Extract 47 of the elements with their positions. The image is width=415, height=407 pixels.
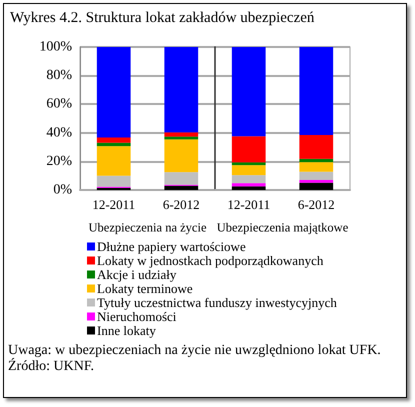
text: Źródło: UKNF. (8, 359, 95, 375)
bar (164, 47, 198, 132)
legend-label: Tytuły uczestnictwa funduszy inwestycyjnych (97, 295, 338, 310)
bar (164, 136, 198, 140)
bar (164, 172, 198, 185)
bar (299, 47, 334, 135)
legend-label: Dłużne papiery wartościowe (97, 239, 246, 254)
y-tick-label: 0% (53, 182, 72, 198)
bar (96, 176, 131, 187)
x-axis-title: Ubezpieczenia na życie (88, 220, 207, 234)
bar (96, 146, 131, 176)
bar (299, 172, 334, 180)
bar (164, 139, 198, 172)
bar (164, 132, 198, 137)
bar (232, 165, 266, 176)
y-tick-label: 40% (46, 125, 72, 140)
chart-title: Wykres 4.2. Struktura lokat zakładów ubezpieczeń (10, 10, 314, 27)
bar (96, 138, 131, 143)
bar (232, 136, 266, 162)
legend-label: Lokaty w jednostkach podporządkowanych (97, 253, 324, 268)
y-tick-label: 20% (46, 154, 72, 169)
y-tick-label: 60% (46, 96, 72, 112)
bar (299, 158, 334, 162)
text: Uwaga: w ubezpieczeniach na życie nie uwzględniono lokat UFK. (8, 343, 382, 358)
x-axis-title: Ubezpieczenia majątkowe (216, 220, 349, 234)
legend-label: Lokaty terminowe (97, 281, 193, 296)
bar (232, 47, 266, 136)
bar (96, 142, 131, 146)
y-tick-label: 80% (46, 68, 72, 84)
y-tick-label: 100% (39, 40, 72, 54)
bar (96, 47, 131, 138)
bar (232, 162, 266, 166)
bar (299, 134, 334, 159)
bar (232, 186, 266, 190)
legend-label: Inne lokaty (97, 323, 156, 338)
bar (232, 175, 266, 184)
x-tick-label: 12-2011 (92, 197, 136, 212)
bar (299, 180, 334, 183)
legend-label: Nieruchomości (97, 309, 177, 324)
x-tick-label: 12-2011 (227, 197, 270, 212)
bar (164, 186, 198, 190)
x-tick-label: 6-2012 (162, 197, 200, 212)
bar (299, 182, 334, 190)
bar (232, 183, 266, 186)
x-tick-label: 6-2012 (298, 197, 335, 212)
bar (299, 162, 334, 172)
legend-label: Akcje i udziały (97, 267, 177, 282)
